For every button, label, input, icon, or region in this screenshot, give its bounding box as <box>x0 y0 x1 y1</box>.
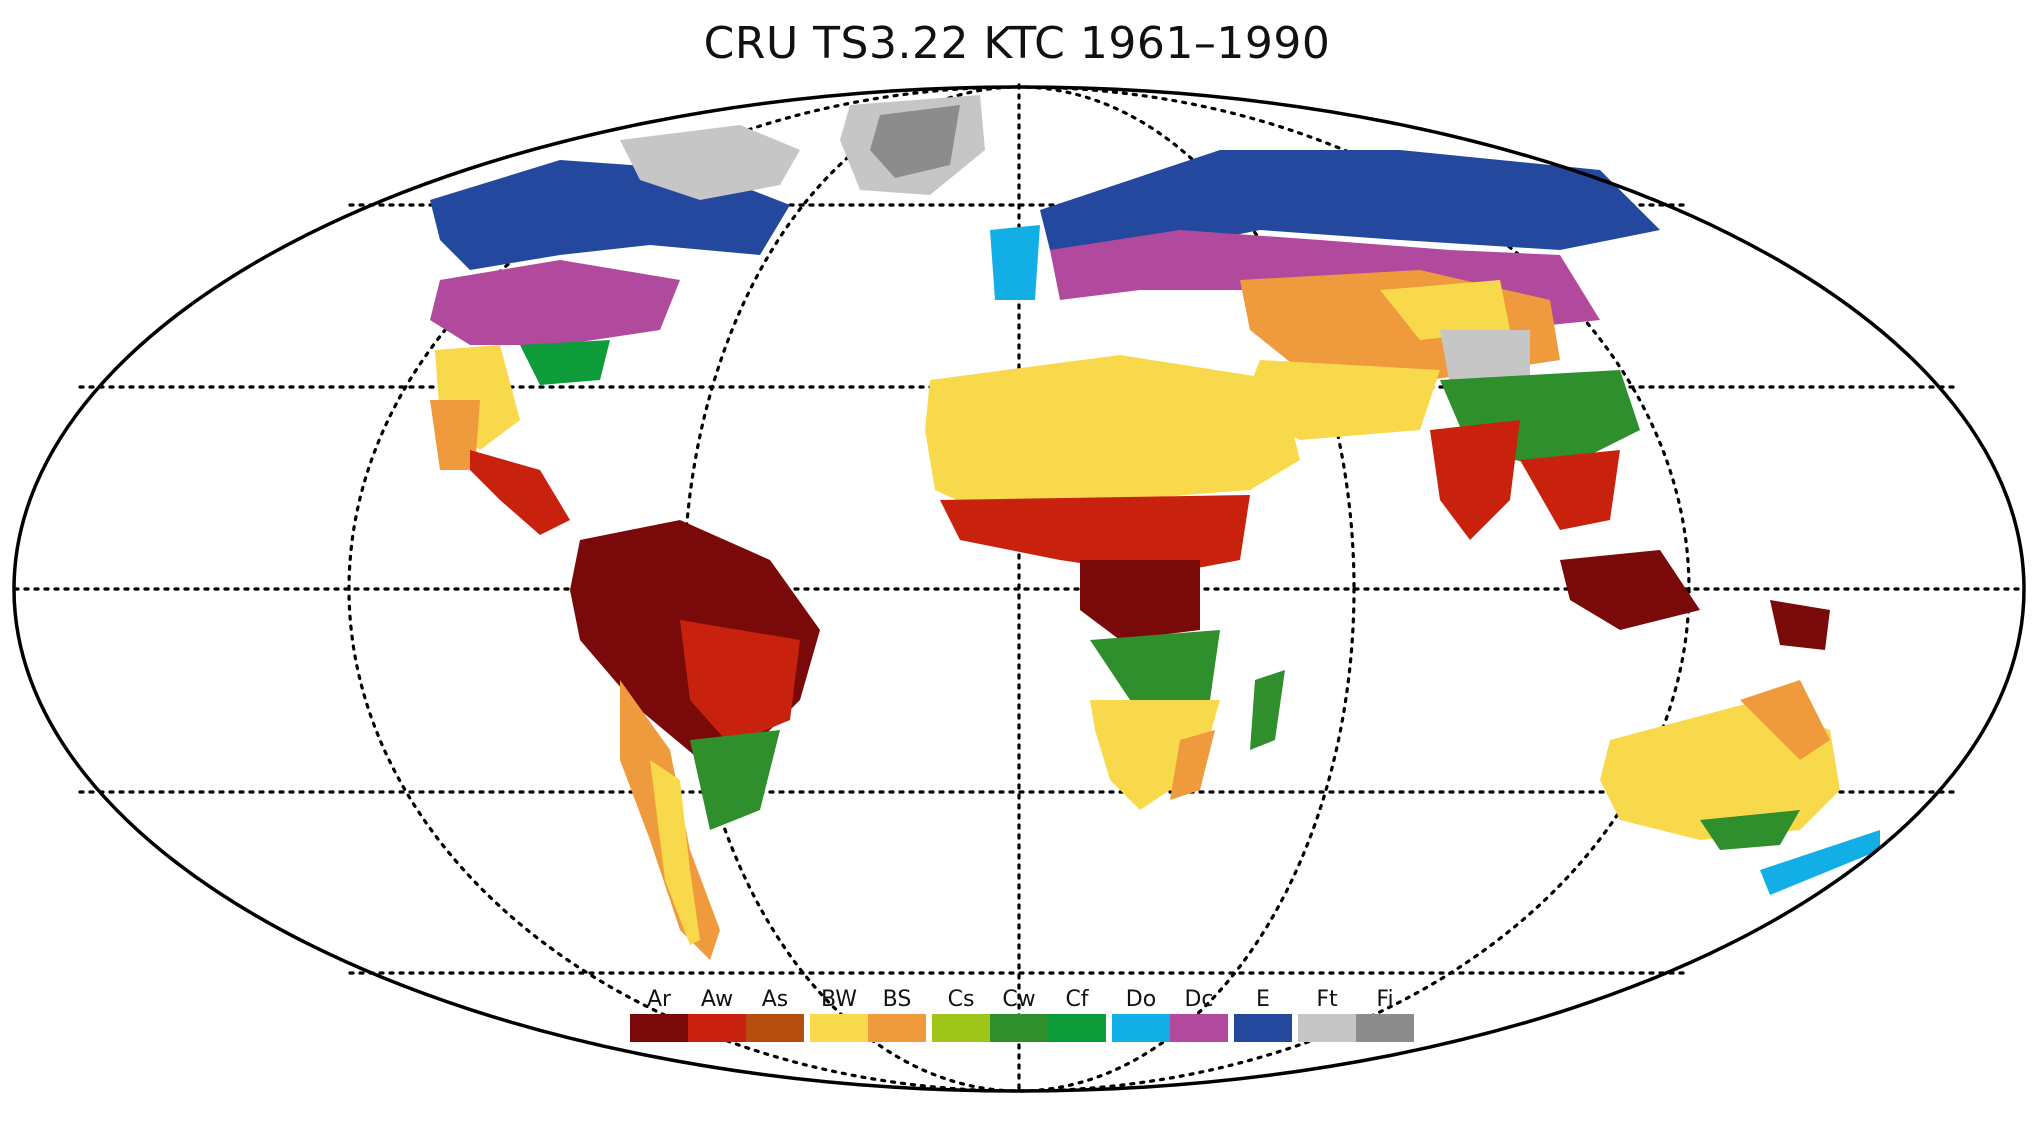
legend-item-e: E <box>1234 986 1292 1042</box>
legend-label: Fi <box>1376 987 1394 1012</box>
legend-group: Ft Fi <box>1298 986 1414 1042</box>
legend-swatch <box>1298 1014 1356 1042</box>
climate-regions <box>430 95 1880 960</box>
legend-swatch <box>1356 1014 1414 1042</box>
legend-swatch <box>1170 1014 1228 1042</box>
legend-label: Dc <box>1184 987 1214 1012</box>
legend-swatch <box>688 1014 746 1042</box>
legend-item-ft: Ft <box>1298 986 1356 1042</box>
legend-item-aw: Aw <box>688 986 746 1042</box>
legend-item-ar: Ar <box>630 986 688 1042</box>
legend-item-cs: Cs <box>932 986 990 1042</box>
legend-label: Ft <box>1316 987 1338 1012</box>
legend-label: Ar <box>646 987 672 1012</box>
legend-swatch <box>868 1014 926 1042</box>
legend-label: As <box>761 987 789 1012</box>
legend-label: Cf <box>1065 987 1089 1012</box>
legend-group: BW BS <box>810 986 926 1042</box>
legend-item-bw: BW <box>810 986 868 1042</box>
legend-label: E <box>1256 987 1270 1012</box>
legend-item-bs: BS <box>868 986 926 1042</box>
legend-label: Cs <box>947 987 975 1012</box>
legend-swatch <box>1112 1014 1170 1042</box>
legend-swatch <box>1234 1014 1292 1042</box>
legend-item-fi: Fi <box>1356 986 1414 1042</box>
legend-group: Ar Aw As <box>630 986 804 1042</box>
legend-label: Cw <box>1002 987 1036 1012</box>
legend-label: Aw <box>700 987 734 1012</box>
legend-label: Do <box>1125 987 1157 1012</box>
legend-group: Cs Cw Cf <box>932 986 1106 1042</box>
map-title: CRU TS3.22 KTC 1961–1990 <box>703 18 1331 69</box>
legend-group: E <box>1234 986 1292 1042</box>
legend-label: BS <box>882 987 912 1012</box>
legend-label: BW <box>820 987 858 1012</box>
legend-item-cf: Cf <box>1048 986 1106 1042</box>
legend-swatch <box>1048 1014 1106 1042</box>
legend: Ar Aw As BW BS Cs Cw Cf Do Dc E Ft Fi <box>630 986 1420 1042</box>
legend-swatch <box>630 1014 688 1042</box>
map-boundary <box>12 85 2026 1093</box>
legend-item-cw: Cw <box>990 986 1048 1042</box>
legend-item-as: As <box>746 986 804 1042</box>
legend-item-dc: Dc <box>1170 986 1228 1042</box>
legend-item-do: Do <box>1112 986 1170 1042</box>
legend-group: Do Dc <box>1112 986 1228 1042</box>
legend-swatch <box>990 1014 1048 1042</box>
legend-swatch <box>932 1014 990 1042</box>
legend-swatch <box>746 1014 804 1042</box>
legend-swatch <box>810 1014 868 1042</box>
